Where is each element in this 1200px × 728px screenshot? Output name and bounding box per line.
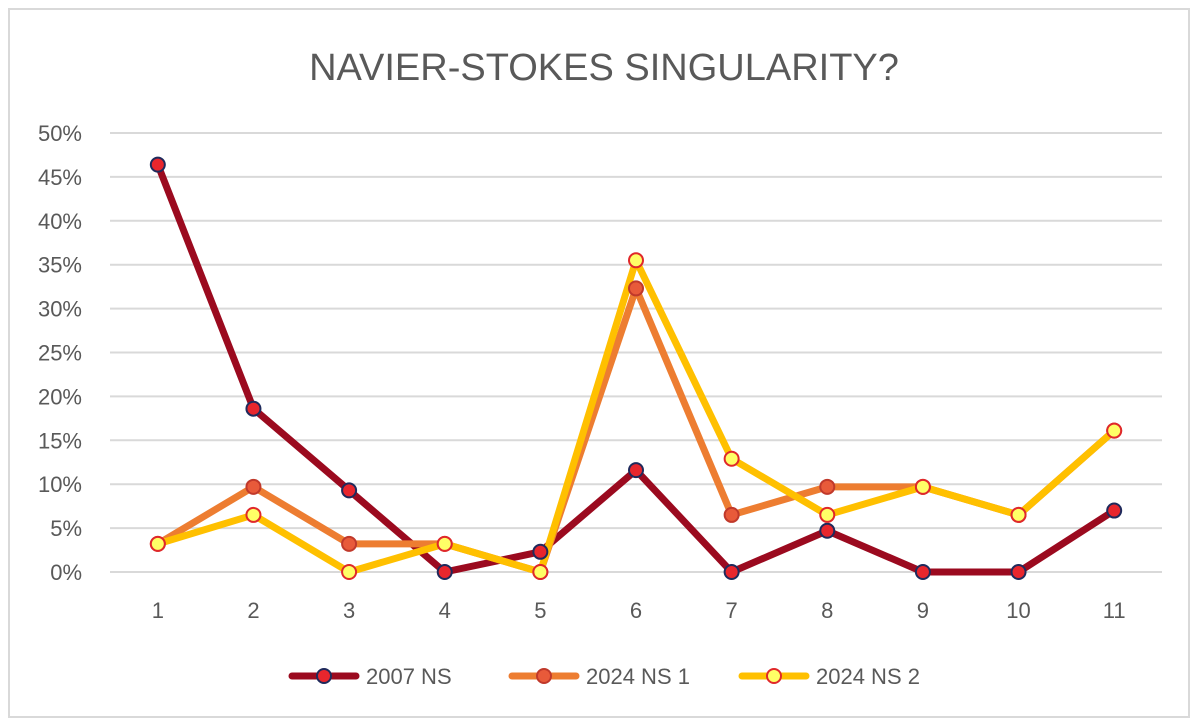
data-point	[149, 535, 166, 552]
data-point	[819, 522, 836, 539]
y-tick-label: 45%	[38, 165, 82, 190]
x-tick-label: 11	[1103, 598, 1126, 623]
data-point	[819, 478, 836, 495]
data-point	[1106, 502, 1123, 519]
y-tick-label: 15%	[38, 428, 82, 453]
x-tick-label: 3	[343, 598, 355, 623]
y-tick-label: 10%	[38, 472, 82, 497]
chart-frame	[8, 8, 1190, 718]
data-point	[1106, 422, 1123, 439]
data-point	[341, 535, 358, 552]
data-point	[723, 506, 740, 523]
x-axis-ticks: 1 2 3 4 5 6 7 8 9 10 11	[152, 598, 1126, 623]
data-point	[628, 462, 644, 479]
series-markers	[149, 156, 1123, 580]
gridlines	[110, 132, 1162, 573]
data-point	[914, 564, 931, 580]
data-point	[532, 543, 549, 560]
chart-title: NAVIER-STOKES SINGULARITY?	[309, 47, 899, 89]
x-tick-label: 7	[726, 598, 738, 623]
data-point	[245, 506, 262, 523]
y-tick-label: 0%	[50, 560, 82, 585]
legend-label: 2024 NS 2	[816, 664, 920, 689]
data-point	[723, 564, 740, 580]
y-tick-label: 40%	[38, 209, 82, 234]
legend-marker	[316, 668, 332, 684]
data-point	[149, 156, 166, 173]
series-line	[154, 284, 1118, 576]
legend-label: 2024 NS 1	[586, 664, 690, 689]
x-tick-label: 5	[534, 598, 546, 623]
data-point	[532, 564, 549, 580]
data-point	[341, 564, 358, 580]
y-tick-label: 5%	[50, 516, 82, 541]
data-point	[723, 450, 740, 467]
data-point	[436, 564, 453, 580]
legend-marker	[766, 668, 782, 684]
x-tick-label: 4	[439, 598, 451, 623]
y-tick-label: 25%	[38, 341, 82, 366]
data-point	[436, 535, 453, 552]
data-point	[628, 252, 644, 269]
x-tick-label: 9	[917, 598, 929, 623]
x-tick-label: 6	[630, 598, 642, 623]
y-axis-ticks: 0% 5% 10% 15% 20% 25% 30% 35% 40% 45% 50%	[38, 121, 82, 585]
series-line	[154, 161, 1118, 576]
data-point	[341, 482, 358, 499]
legend: 2007 NS 2024 NS 1 2024 NS 2	[288, 664, 920, 689]
x-tick-label: 1	[152, 598, 164, 623]
data-point	[1010, 564, 1027, 580]
data-point	[819, 506, 836, 523]
series-lines	[154, 161, 1118, 576]
series-line	[154, 256, 1118, 576]
y-tick-label: 35%	[38, 253, 82, 278]
y-tick-label: 20%	[38, 384, 82, 409]
data-point	[914, 478, 931, 495]
x-tick-label: 8	[821, 598, 833, 623]
x-tick-label: 10	[1006, 598, 1030, 623]
data-point	[1010, 506, 1027, 523]
data-point	[245, 478, 262, 495]
data-point	[245, 400, 262, 417]
y-tick-label: 50%	[38, 121, 82, 146]
legend-marker	[536, 668, 552, 684]
y-tick-label: 30%	[38, 297, 82, 322]
data-point	[628, 280, 644, 297]
legend-label: 2007 NS	[366, 664, 452, 689]
x-tick-label: 2	[247, 598, 259, 623]
